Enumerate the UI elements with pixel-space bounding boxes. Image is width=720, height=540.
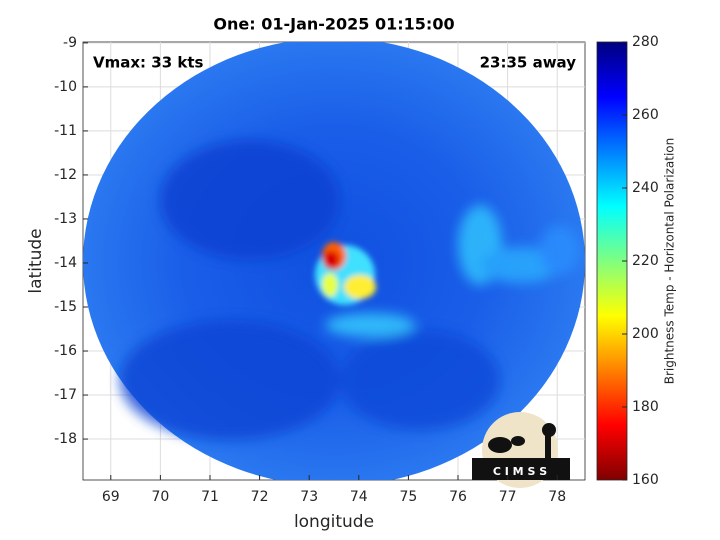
x-tick-label: 72 xyxy=(251,489,269,505)
y-tick-label: -13 xyxy=(54,211,77,227)
x-tick-label: 71 xyxy=(201,489,219,505)
y-axis-label: latitude xyxy=(26,228,46,293)
colorbar-label: Brightness Temp - Horizontal Polarizatio… xyxy=(663,138,677,385)
y-tick-label: -9 xyxy=(63,35,77,51)
x-tick-label: 75 xyxy=(399,489,417,505)
colorbar-tick-label: 280 xyxy=(632,34,659,50)
chart-title: One: 01-Jan-2025 01:15:00 xyxy=(213,15,454,34)
x-tick-label: 69 xyxy=(102,489,120,505)
colorbar-tick-label: 180 xyxy=(632,399,659,415)
y-tick-label: -12 xyxy=(54,167,77,183)
y-tick-label: -11 xyxy=(54,123,77,139)
x-axis-label: longitude xyxy=(294,512,374,532)
x-tick-label: 78 xyxy=(548,489,566,505)
colorbar-tick-label: 200 xyxy=(632,326,659,342)
y-tick-label: -10 xyxy=(54,79,77,95)
x-tick-label: 70 xyxy=(151,489,169,505)
x-tick-label: 73 xyxy=(300,489,318,505)
x-tick-label: 77 xyxy=(499,489,517,505)
y-tick-label: -15 xyxy=(54,299,77,315)
y-tick-label: -17 xyxy=(54,387,77,403)
logo-text: C I M S S xyxy=(493,465,547,478)
x-tick-label: 76 xyxy=(449,489,467,505)
colorbar-tick-label: 160 xyxy=(632,472,659,488)
x-tick-label: 74 xyxy=(350,489,368,505)
y-tick-label: -16 xyxy=(54,343,77,359)
annotation: 23:35 away xyxy=(480,54,577,72)
satellite-image xyxy=(83,42,585,480)
colorbar-tick-label: 260 xyxy=(632,107,659,123)
annotation: Vmax: 33 kts xyxy=(93,54,203,72)
y-tick-label: -14 xyxy=(54,255,77,271)
colorbar-tick-label: 220 xyxy=(632,253,659,269)
logo: C I M S S xyxy=(472,412,570,488)
y-tick-label: -18 xyxy=(54,431,77,447)
colorbar-tick-label: 240 xyxy=(632,180,659,196)
